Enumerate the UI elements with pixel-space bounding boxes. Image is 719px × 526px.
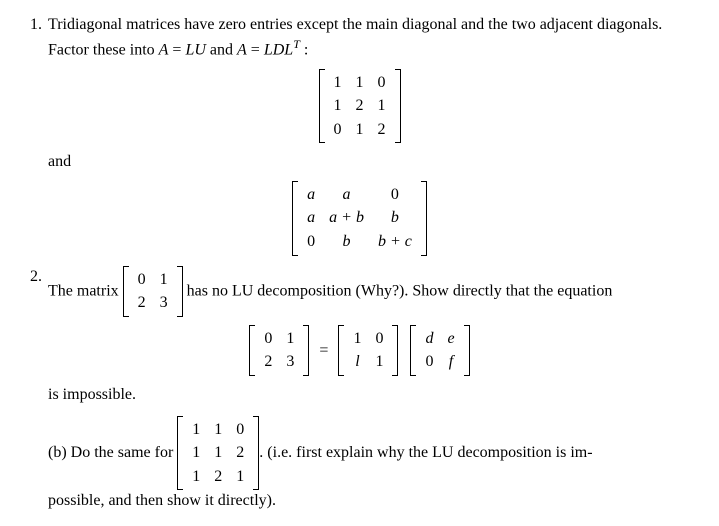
p2-rhs2: de 0f [410, 325, 469, 376]
p1-A2: A [237, 41, 247, 58]
p1-matrix1-wrap: 110 121 012 [20, 69, 699, 144]
problem-2: 2. The matrix 01 23 has no LU decomposit… [20, 266, 699, 317]
r1-c: l [346, 350, 368, 374]
lhs-c: 0 [257, 327, 279, 351]
p1-eq1: = [168, 41, 185, 58]
m1-c: 1 [371, 94, 393, 118]
m1-c: 1 [349, 71, 371, 95]
p1-and-label: and [48, 151, 699, 173]
p1-matrix2-wrap: aa0 aa + bb 0bb + c [20, 181, 699, 256]
r1-c: 0 [368, 327, 390, 351]
equals-sign: = [319, 340, 328, 362]
p1-matrix1: 110 121 012 [319, 69, 401, 144]
m1-c: 2 [349, 94, 371, 118]
m1-c: 1 [349, 118, 371, 142]
p2-rhs1: 10 l1 [338, 325, 398, 376]
mb-c: 1 [185, 465, 207, 489]
ms-c: 1 [153, 268, 175, 292]
lhs-c: 2 [257, 350, 279, 374]
m1-c: 2 [371, 118, 393, 142]
p2b-tail: . (i.e. first explain why the LU decompo… [259, 444, 592, 461]
p2b-matrix: 110 112 121 [177, 416, 259, 491]
p1-and: and [206, 41, 237, 58]
mb-c: 2 [229, 441, 251, 465]
r2-c: 0 [418, 350, 440, 374]
p2b-label: (b) Do the same for [48, 444, 177, 461]
ms-c: 2 [131, 291, 153, 315]
p1-eq2: = [247, 41, 264, 58]
m2-c: a + b [322, 206, 371, 230]
p1-A1: A [159, 41, 169, 58]
lhs-c: 3 [279, 350, 301, 374]
mb-c: 1 [207, 418, 229, 442]
mb-c: 1 [207, 441, 229, 465]
m2-c: b [322, 230, 371, 254]
p1-LDL: LDL [264, 41, 293, 58]
m1-c: 1 [327, 94, 349, 118]
problem-1-number: 1. [20, 14, 48, 61]
m2-c: a [300, 206, 322, 230]
p2-small-matrix: 01 23 [123, 266, 183, 317]
mb-c: 2 [207, 465, 229, 489]
ms-c: 3 [153, 291, 175, 315]
r2-c: e [440, 327, 461, 351]
p2-text-a: The matrix [48, 282, 123, 299]
r1-c: 1 [368, 350, 390, 374]
m1-c: 1 [327, 71, 349, 95]
m1-c: 0 [371, 71, 393, 95]
m1-c: 0 [327, 118, 349, 142]
problem-1-text: Tridiagonal matrices have zero entries e… [48, 14, 699, 61]
p1-text-a: Tridiagonal matrices have zero entries e… [48, 16, 662, 58]
mb-c: 1 [229, 465, 251, 489]
p2-part-b: (b) Do the same for 110 112 121 . (i.e. … [48, 416, 699, 512]
problem-2-number: 2. [20, 266, 48, 317]
p2-lhs: 01 23 [249, 325, 309, 376]
m2-c: a [322, 183, 371, 207]
p1-matrix2: aa0 aa + bb 0bb + c [292, 181, 427, 256]
m2-c: 0 [371, 183, 419, 207]
m2-c: b + c [371, 230, 419, 254]
mb-c: 1 [185, 441, 207, 465]
p2-impossible: is impossible. [48, 384, 699, 406]
m2-c: b [371, 206, 419, 230]
r2-c: f [440, 350, 461, 374]
problem-1: 1. Tridiagonal matrices have zero entrie… [20, 14, 699, 61]
p2-equation: 01 23 = 10 l1 de 0f [20, 325, 699, 376]
problem-2-text: The matrix 01 23 has no LU decomposition… [48, 266, 699, 317]
p2b-tail2: possible, and then show it directly). [48, 490, 699, 512]
p2-text-b: has no LU decomposition (Why?). Show dir… [183, 282, 613, 299]
m2-c: 0 [300, 230, 322, 254]
p1-LU: LU [185, 41, 205, 58]
ms-c: 0 [131, 268, 153, 292]
m2-c: a [300, 183, 322, 207]
mb-c: 1 [185, 418, 207, 442]
p1-colon: : [300, 41, 308, 58]
lhs-c: 1 [279, 327, 301, 351]
p1-T: T [293, 37, 300, 51]
r2-c: d [418, 327, 440, 351]
r1-c: 1 [346, 327, 368, 351]
mb-c: 0 [229, 418, 251, 442]
